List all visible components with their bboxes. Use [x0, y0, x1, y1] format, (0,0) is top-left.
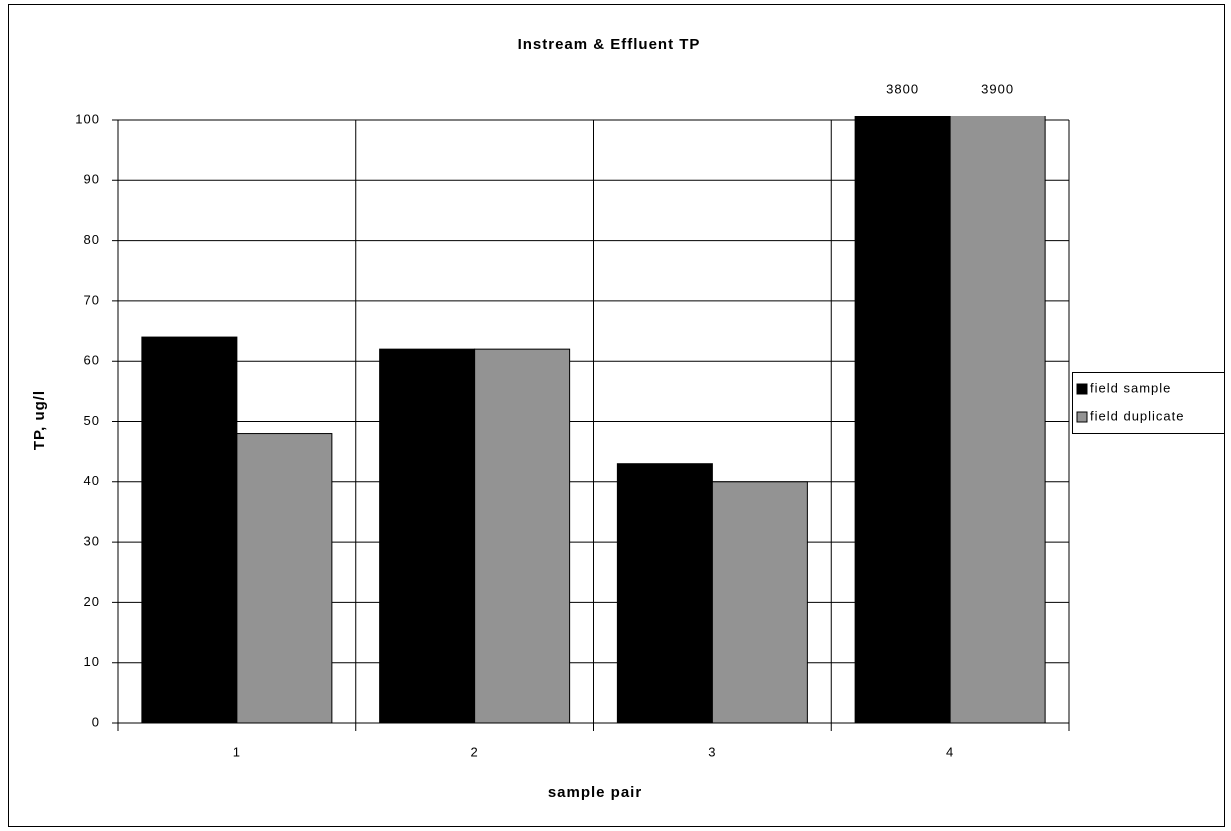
- legend-label: field duplicate: [1090, 408, 1185, 423]
- chart-title: Instream & Effluent TP: [518, 36, 701, 53]
- y-tick-label: 40: [84, 473, 100, 488]
- x-tick-label: 4: [946, 744, 954, 759]
- y-tick-label: 10: [84, 654, 100, 669]
- bars: [141, 116, 1046, 724]
- data-label: 3900: [981, 81, 1014, 96]
- data-label: 3800: [886, 81, 919, 96]
- legend-swatch: [1076, 383, 1088, 395]
- y-tick-label: 100: [75, 111, 100, 126]
- y-tick-label: 90: [84, 172, 100, 187]
- bar: [854, 116, 951, 724]
- bar: [236, 433, 333, 724]
- y-tick-label: 50: [84, 413, 100, 428]
- x-tick-label: 1: [233, 744, 241, 759]
- y-tick-label: 60: [84, 353, 100, 368]
- x-axis-label: sample pair: [548, 784, 642, 801]
- y-tick-label: 0: [92, 714, 100, 729]
- y-tick-label: 20: [84, 594, 100, 609]
- y-tick-label: 30: [84, 534, 100, 549]
- bar: [711, 481, 808, 724]
- bar: [474, 348, 571, 724]
- y-axis-label: TP, ug/l: [31, 390, 48, 450]
- bar: [616, 463, 713, 724]
- y-tick-label: 80: [84, 232, 100, 247]
- legend: [1072, 372, 1225, 434]
- bar: [141, 336, 238, 724]
- legend-label: field sample: [1090, 380, 1171, 395]
- y-tick-label: 70: [84, 292, 100, 307]
- x-tick-label: 3: [708, 744, 716, 759]
- legend-swatch: [1076, 411, 1088, 423]
- bar: [379, 348, 476, 724]
- x-tick-label: 2: [471, 744, 479, 759]
